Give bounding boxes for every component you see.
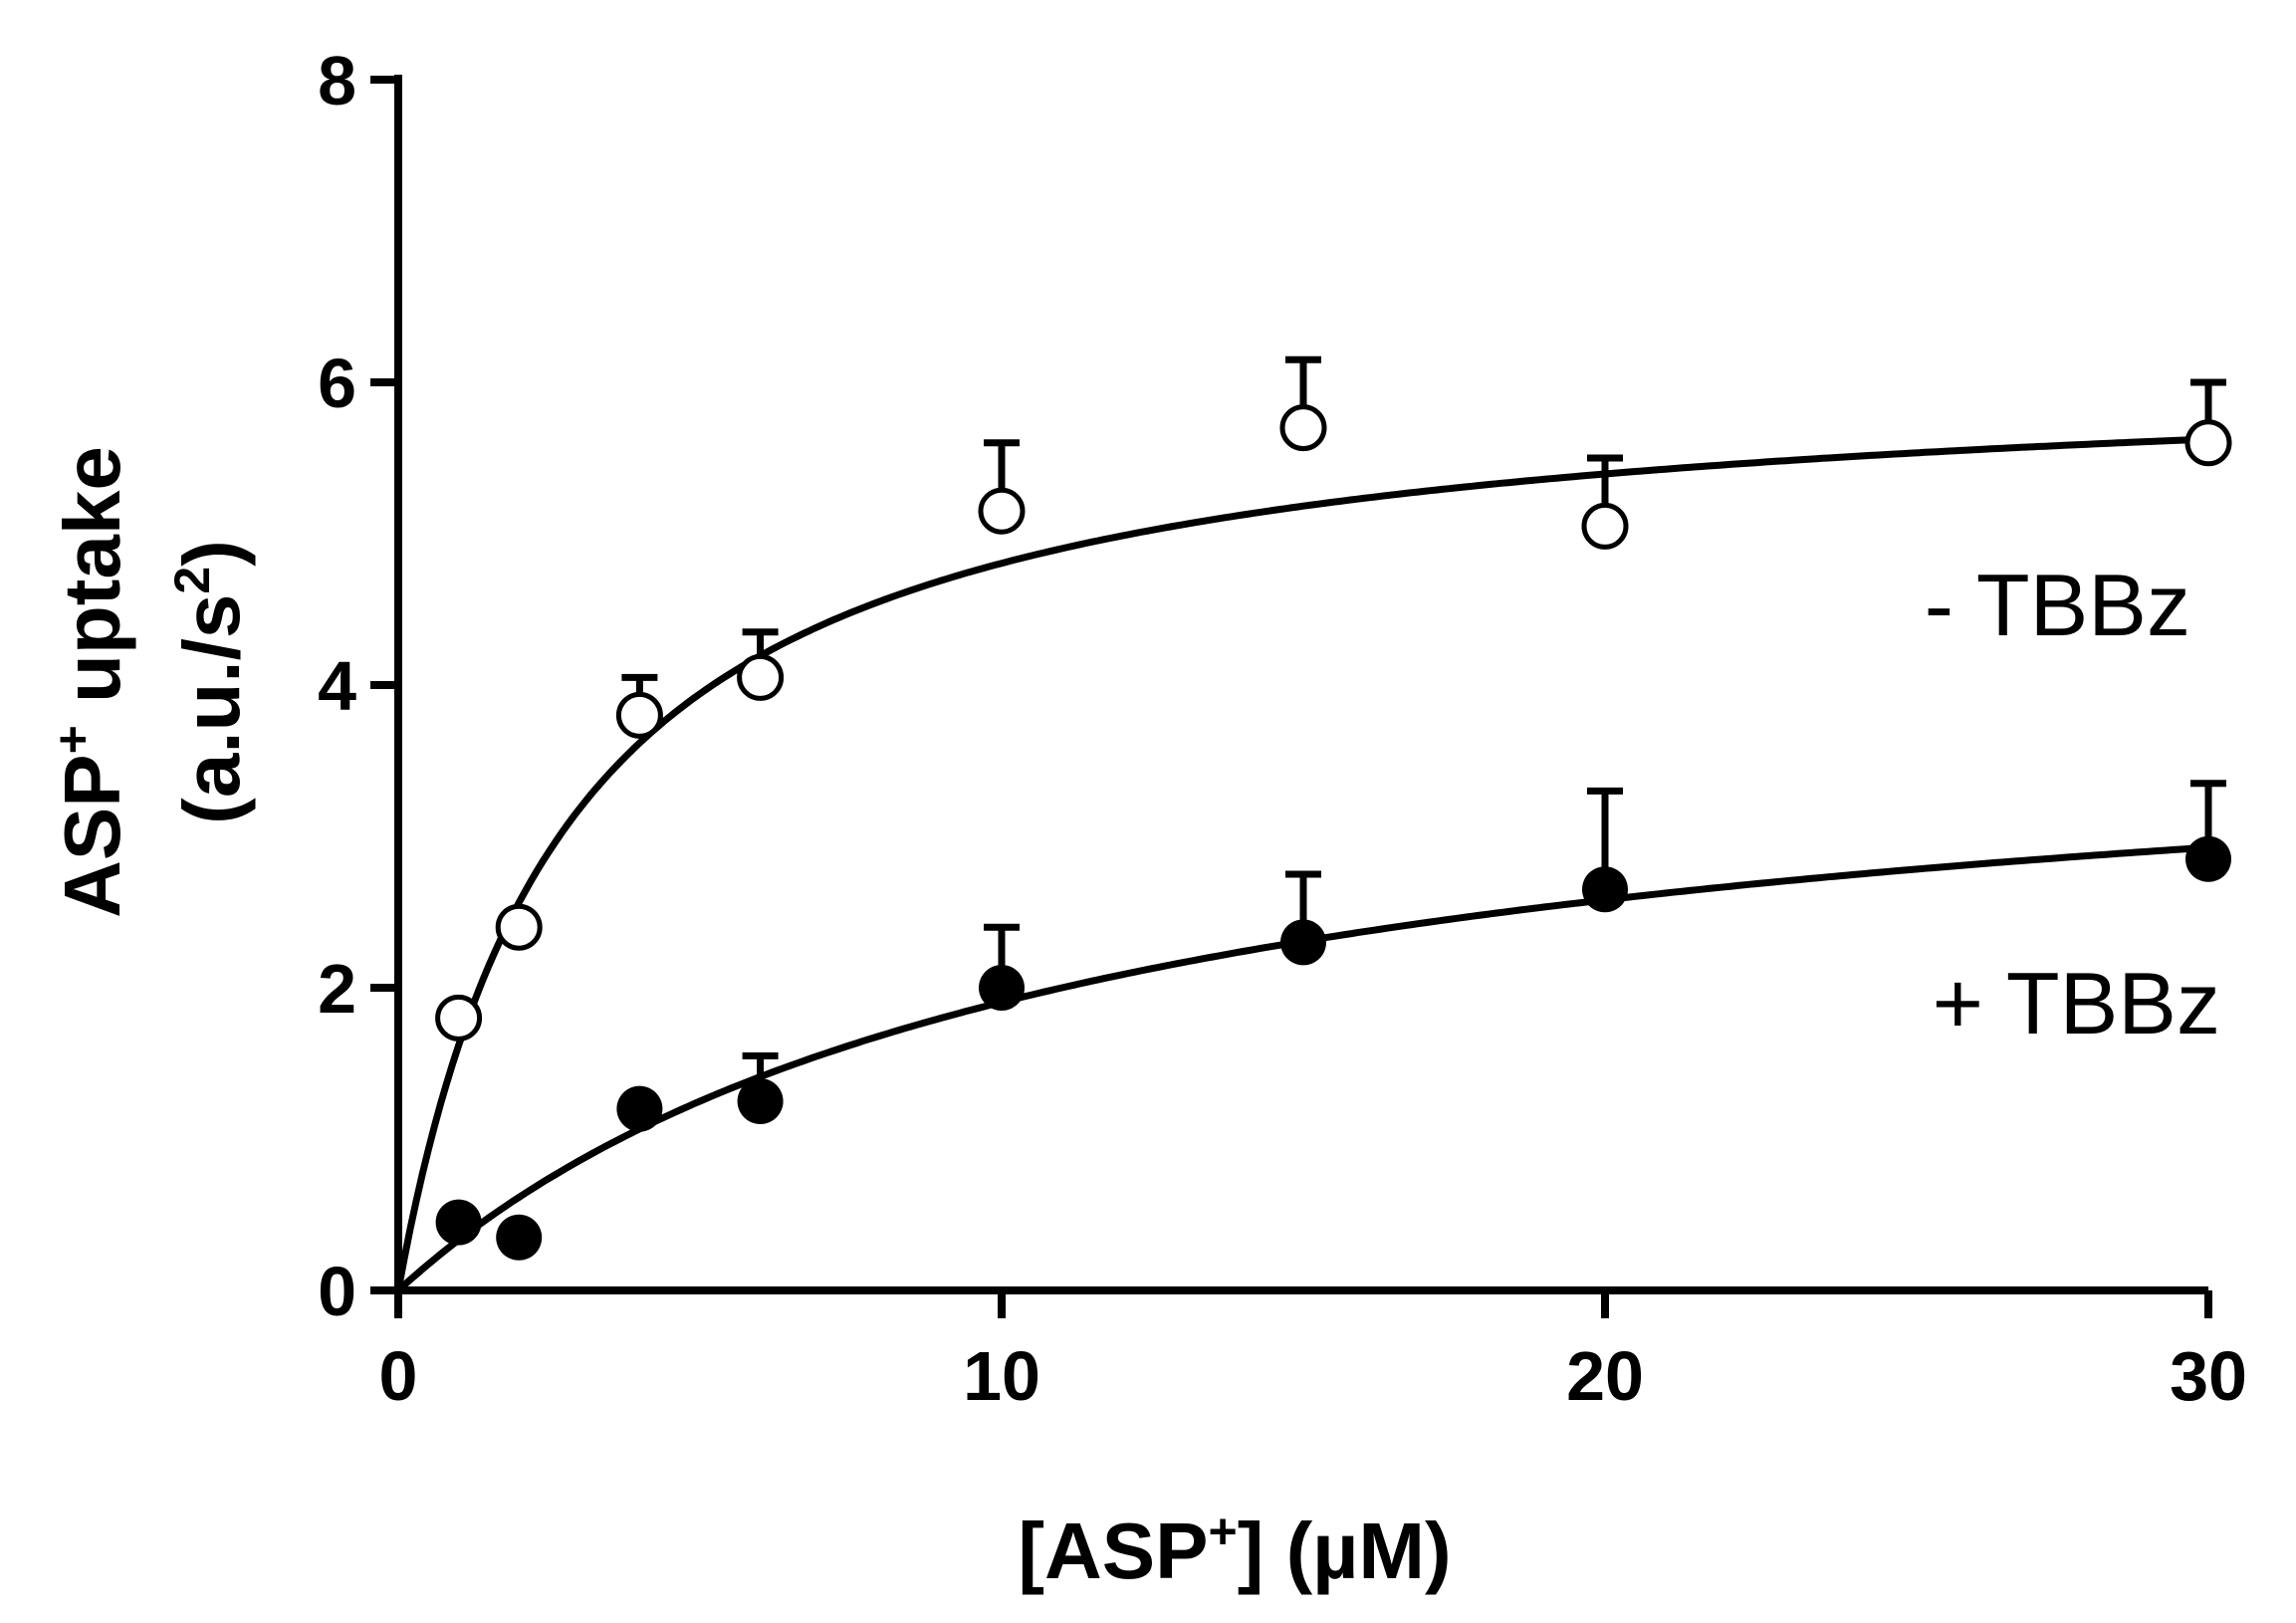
point-plus-tbbz-4 (979, 965, 1025, 1011)
x-tick-label-0: 0 (379, 1337, 418, 1415)
ticks: 0 10 20 30 0 2 4 6 8 (318, 42, 2247, 1415)
point-plus-tbbz-7 (2185, 835, 2231, 882)
point-plus-tbbz-1 (496, 1214, 543, 1261)
point-minus-tbbz-0 (435, 994, 483, 1042)
point-minus-tbbz-7 (2184, 419, 2232, 467)
point-minus-tbbz-3 (737, 653, 785, 701)
y-tick-label-4: 4 (318, 647, 356, 725)
axes (394, 75, 2208, 1294)
point-plus-tbbz-2 (616, 1085, 663, 1132)
point-plus-tbbz-3 (737, 1078, 784, 1124)
y-tick-label-6: 6 (318, 345, 356, 422)
point-minus-tbbz-6 (1581, 502, 1629, 550)
x-tick-label-20: 20 (1566, 1337, 1644, 1415)
data-points (435, 404, 2232, 1261)
point-minus-tbbz-2 (615, 691, 663, 739)
legend-minus-tbbz: - TBBz (1925, 556, 2190, 654)
x-tick-label-10: 10 (963, 1337, 1040, 1415)
fit-curve-minus-tbbz (394, 435, 2209, 1291)
y-tick-label-0: 0 (318, 1253, 356, 1330)
point-plus-tbbz-0 (435, 1199, 482, 1246)
legend-plus-tbbz: + TBBz (1933, 954, 2220, 1052)
x-axis-title: [ASP+] (µM) (1018, 1504, 1451, 1595)
y-axis-title-line2: (a.u./s2) (164, 540, 256, 824)
point-plus-tbbz-6 (1582, 866, 1628, 913)
point-minus-tbbz-1 (495, 903, 543, 951)
y-axis-title-line1: ASP+ uptake (45, 446, 136, 918)
y-tick-label-8: 8 (318, 42, 356, 119)
point-plus-tbbz-5 (1280, 919, 1326, 966)
y-tick-label-2: 2 (318, 950, 356, 1028)
point-minus-tbbz-5 (1279, 404, 1327, 452)
point-minus-tbbz-4 (978, 487, 1026, 535)
x-tick-label-30: 30 (2170, 1337, 2247, 1415)
